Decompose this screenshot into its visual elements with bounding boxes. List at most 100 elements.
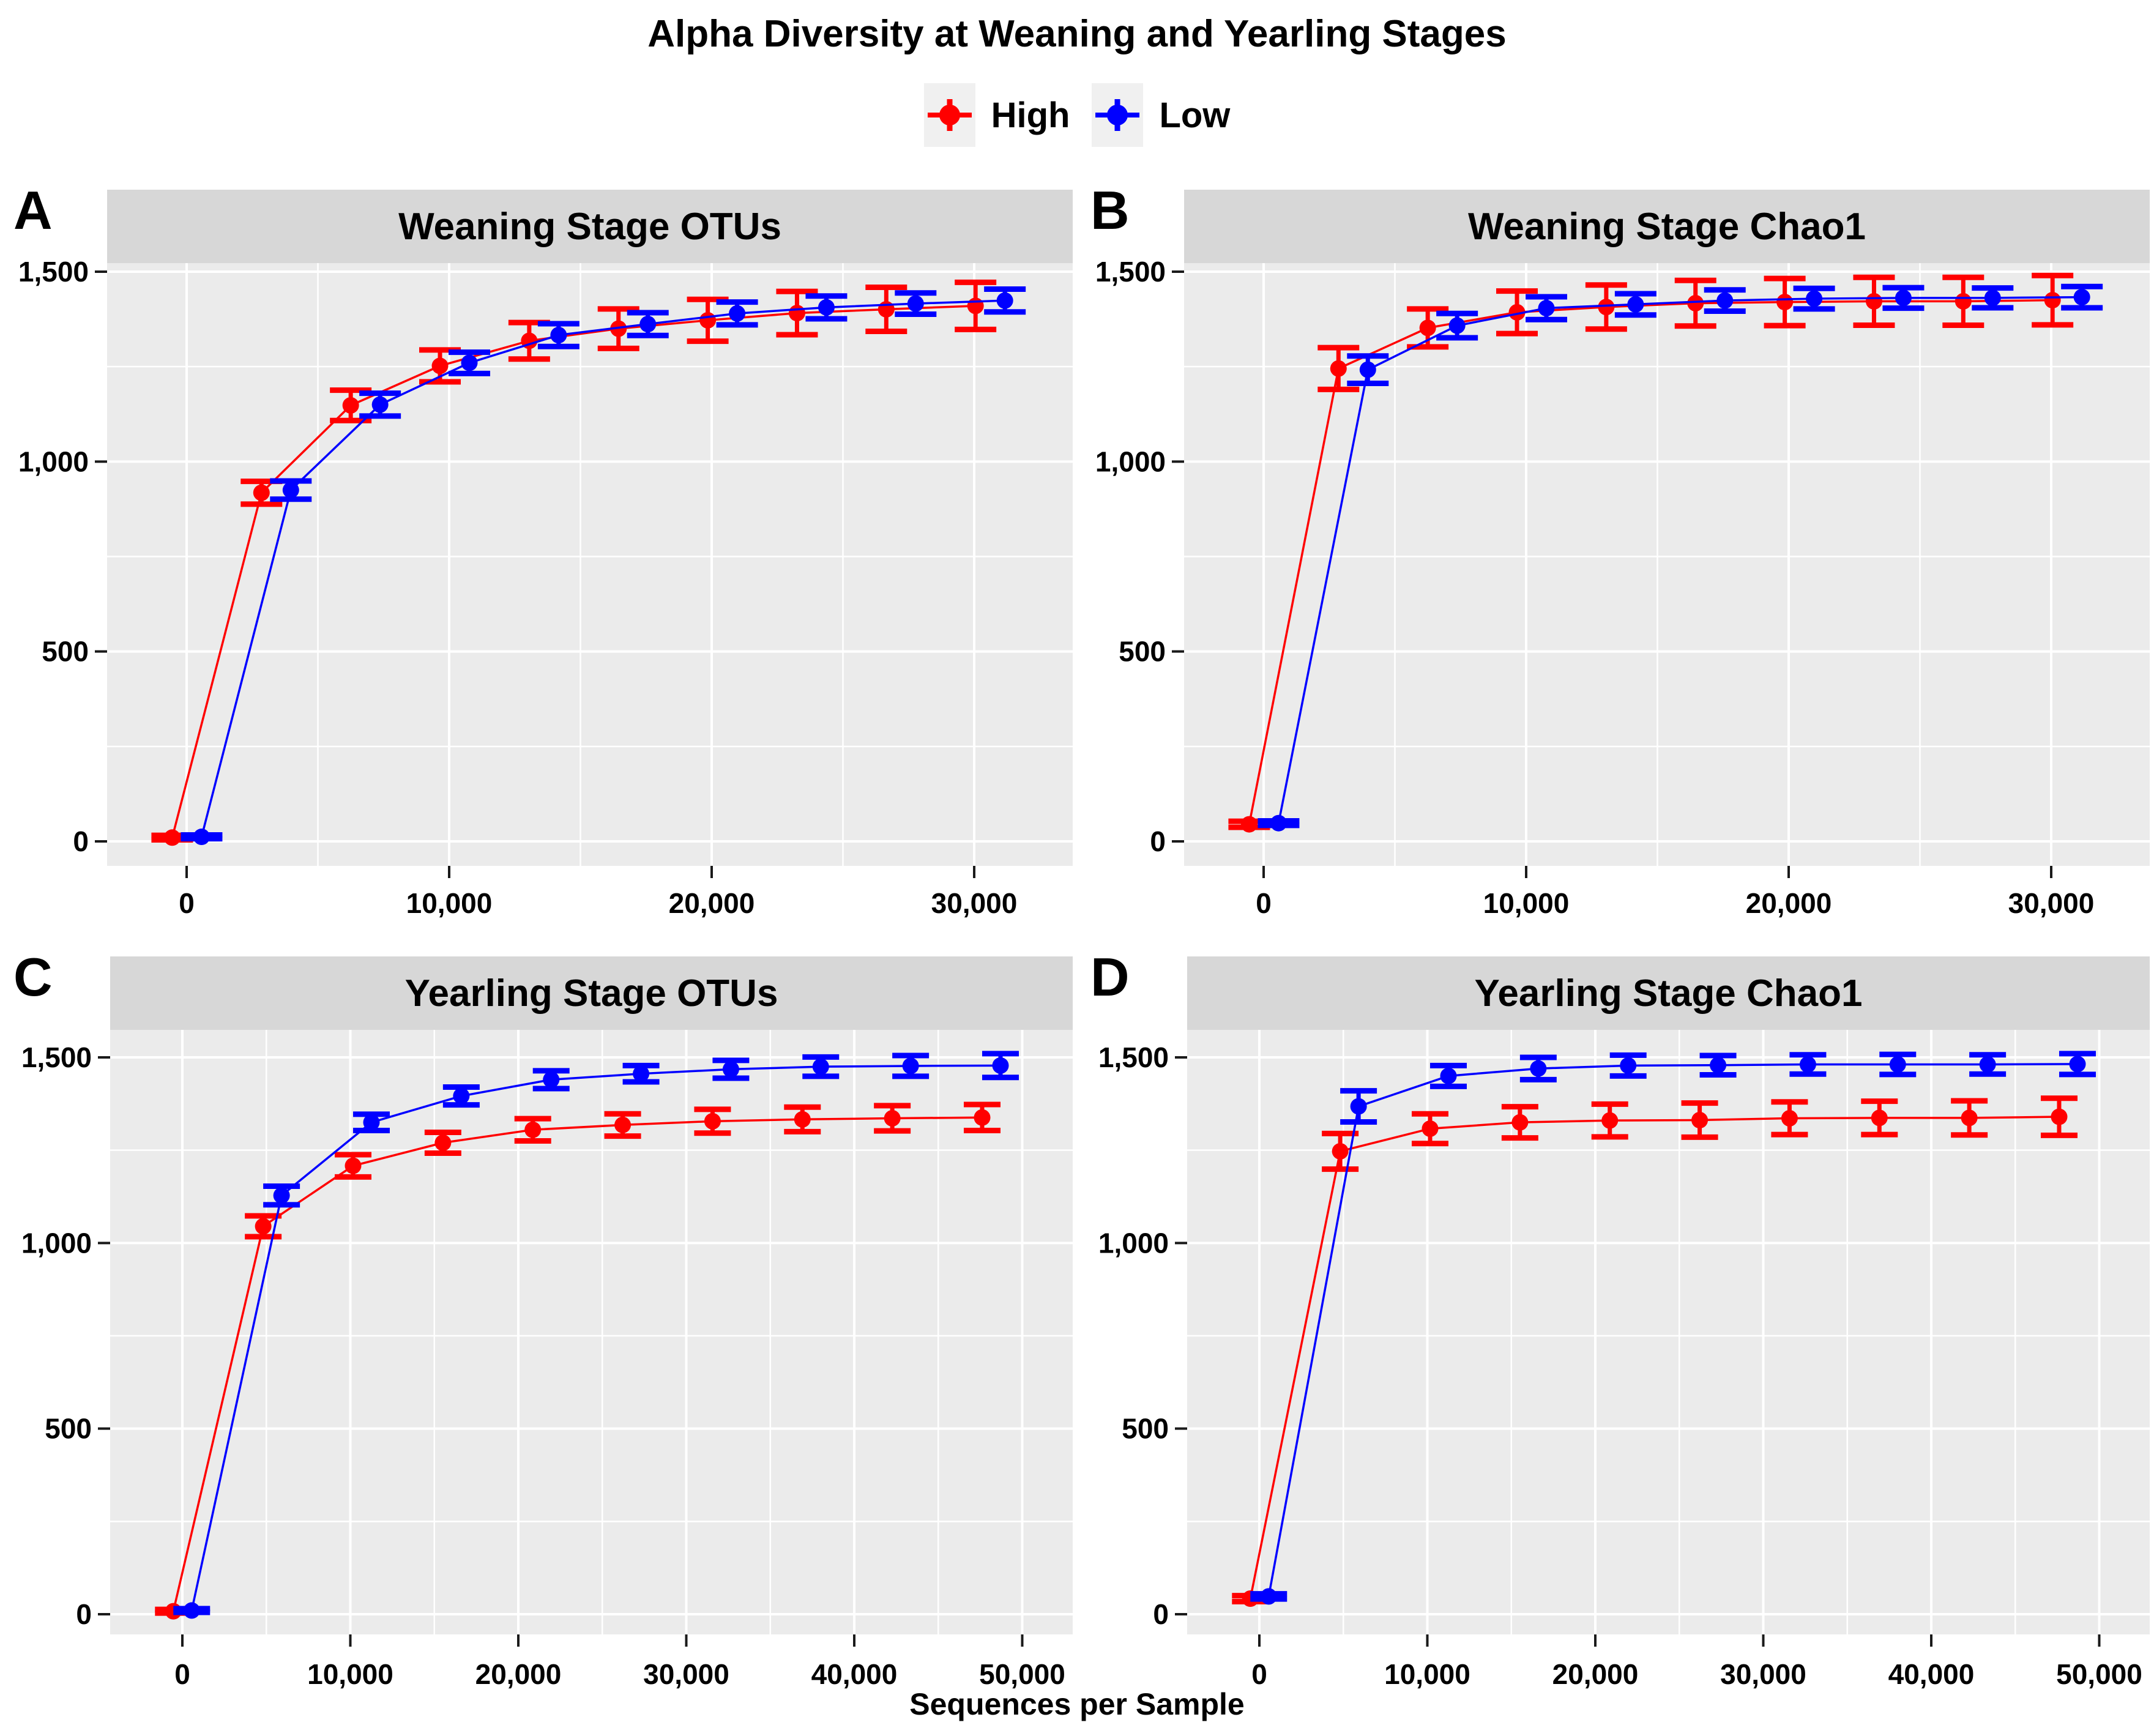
x-tick-label: 30,000 [1720,1658,1806,1690]
data-point [1955,292,1972,310]
facet-strip [110,956,1073,1030]
x-tick-label: 0 [174,1658,190,1690]
data-point [453,1087,470,1105]
gridlines [110,1030,1073,1634]
data-point [788,305,805,322]
x-tick-label: 10,000 [406,887,493,919]
x-tick-label: 40,000 [811,1658,898,1690]
data-point [974,1109,991,1126]
y-tick-label: 0 [76,1598,92,1630]
data-point [1691,1112,1709,1129]
data-point [434,1134,452,1152]
legend-label-low: Low [1159,95,1231,135]
data-point [1350,1098,1367,1115]
series-line [171,305,976,838]
data-point [183,1602,200,1619]
x-tick-label: 10,000 [1384,1658,1470,1690]
data-point [1895,289,1912,307]
data-point [1984,289,2001,307]
data-point [1806,290,1823,307]
data-point [794,1111,811,1128]
data-point [907,295,924,312]
data-point [1601,1112,1619,1129]
data-point [345,1157,362,1174]
y-tick-label: 0 [1153,1598,1169,1630]
y-tick-label: 1,000 [21,1227,92,1259]
y-tick-label: 1,500 [18,256,89,288]
x-tick-label: 50,000 [979,1658,1065,1690]
data-point [461,354,478,371]
axis-ticks-and-labels: 0 10,000 20,000 30,000 0 500 1,000 1,500 [1095,256,2094,919]
data-point [902,1057,919,1075]
series-line [1249,1116,2060,1599]
x-tick-label: 30,000 [643,1658,729,1690]
x-tick-label: 20,000 [669,887,755,919]
x-tick-label: 20,000 [1552,1658,1639,1690]
data-point [363,1114,380,1131]
data-point [550,327,567,344]
data-point [1511,1114,1529,1131]
data-point [614,1116,632,1133]
data-point [1598,299,1615,316]
x-tick-label: 30,000 [931,887,1018,919]
y-tick-label: 500 [42,636,89,668]
data-point [1419,319,1436,337]
data-point [1871,1109,1888,1127]
legend-label-high: High [991,95,1070,135]
plot-area [1187,1030,2150,1634]
x-tick-label: 0 [1256,887,1272,919]
strip-title-yearling-chao1: Yearling Stage Chao1 [1474,972,1863,1015]
data-point [1620,1057,1637,1074]
data-point [996,292,1013,309]
y-tick-label: 0 [1150,825,1166,857]
data-point [524,1121,542,1138]
data-point [342,397,359,414]
strip-title-weaning-chao1: Weaning Stage Chao1 [1468,205,1866,248]
series-line [1277,296,2082,824]
panel-c: 0 10,000 20,000 30,000 40,000 50,000 0 500 1,000… [21,956,1073,1690]
data-point [371,396,389,413]
plot-area [110,1030,1073,1634]
data-point [967,297,984,315]
facet-strip [1184,190,2150,263]
data-point [884,1109,901,1127]
data-point [1776,294,1794,311]
series-line [1267,1063,2078,1597]
data-point [1865,292,1882,310]
data-point [722,1060,739,1078]
data-point [273,1187,290,1204]
data-point [1889,1056,1906,1073]
data-point [1508,304,1526,321]
y-tick-label: 500 [1122,1413,1169,1445]
data-point [1627,296,1644,313]
x-tick-label: 20,000 [475,1658,562,1690]
data-point [193,829,210,846]
panel-b: 0 10,000 20,000 30,000 0 500 1,000 1,500 [1095,190,2150,919]
data-point [699,311,717,329]
panel-letter-b: B [1090,180,1130,240]
gridlines [1184,263,2150,866]
data-point [1799,1056,1816,1073]
axis-ticks-and-labels: 0 10,000 20,000 30,000 0 500 1,000 1,500 [18,256,1017,919]
panel-a: 0 10,000 20,000 30,000 0 500 1,000 1,500 [18,190,1073,919]
y-tick-label: 1,500 [21,1041,92,1073]
x-tick-label: 10,000 [307,1658,393,1690]
series-low [1250,1051,2096,1605]
series-line [190,1064,1001,1611]
y-tick-label: 1,000 [18,445,89,477]
low-errorbar-point-icon [1095,99,1140,131]
data-point [1330,360,1347,377]
data-point [431,357,449,374]
series-line [172,1116,983,1612]
x-tick-label: 50,000 [2056,1658,2142,1690]
data-point [1422,1120,1439,1137]
data-point [639,316,657,333]
data-point [163,829,181,846]
series-line [200,299,1005,837]
plot-area [107,263,1073,866]
data-point [704,1112,721,1130]
high-errorbar-point-icon [927,99,972,131]
data-point [1270,814,1287,832]
data-point [1716,292,1734,309]
